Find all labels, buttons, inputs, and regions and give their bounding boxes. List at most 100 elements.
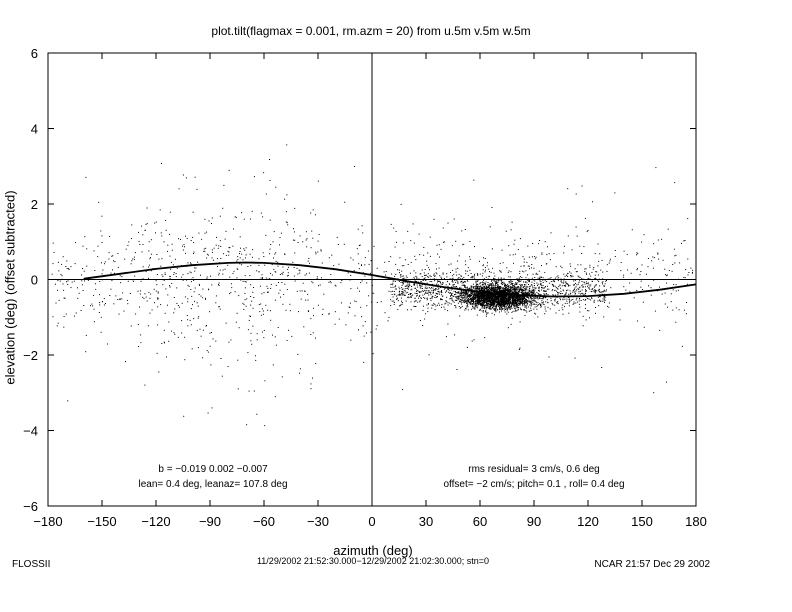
scatter-point bbox=[199, 284, 200, 286]
scatter-point bbox=[581, 253, 583, 254]
scatter-point bbox=[464, 229, 466, 230]
scatter-point bbox=[341, 302, 342, 304]
scatter-point bbox=[609, 258, 611, 260]
scatter-point bbox=[256, 339, 258, 341]
scatter-point bbox=[125, 248, 127, 250]
scatter-point bbox=[494, 301, 496, 303]
scatter-point bbox=[244, 257, 246, 259]
scatter-point bbox=[491, 291, 493, 293]
scatter-point bbox=[495, 282, 497, 284]
scatter-point bbox=[182, 174, 184, 176]
scatter-point bbox=[515, 287, 517, 289]
scatter-point bbox=[573, 284, 575, 286]
scatter-point bbox=[281, 272, 283, 274]
scatter-point bbox=[265, 193, 267, 195]
scatter-point bbox=[511, 292, 513, 294]
scatter-point bbox=[497, 281, 499, 283]
scatter-point bbox=[520, 299, 522, 301]
scatter-point bbox=[559, 284, 561, 286]
scatter-point bbox=[207, 351, 209, 353]
scatter-point bbox=[486, 291, 487, 292]
scatter-point bbox=[489, 306, 491, 308]
scatter-point bbox=[261, 308, 263, 310]
scatter-point bbox=[318, 234, 320, 235]
scatter-point bbox=[485, 286, 487, 288]
scatter-point bbox=[234, 291, 236, 293]
scatter-point bbox=[485, 281, 487, 283]
scatter-point bbox=[443, 241, 445, 243]
scatter-point bbox=[511, 284, 513, 285]
scatter-point bbox=[287, 275, 289, 277]
scatter-point bbox=[461, 292, 462, 294]
scatter-point bbox=[392, 284, 394, 286]
scatter-point bbox=[595, 307, 596, 308]
scatter-point bbox=[684, 277, 686, 279]
scatter-point bbox=[552, 280, 554, 282]
scatter-point bbox=[265, 234, 267, 236]
scatter-point bbox=[472, 301, 474, 303]
scatter-point bbox=[446, 300, 448, 302]
scatter-point bbox=[426, 260, 428, 262]
scatter-point bbox=[499, 295, 501, 297]
scatter-point bbox=[541, 276, 543, 278]
scatter-point bbox=[685, 269, 687, 271]
scatter-point bbox=[529, 291, 531, 293]
scatter-point bbox=[458, 273, 460, 275]
scatter-point bbox=[564, 298, 566, 300]
scatter-point bbox=[491, 312, 493, 314]
scatter-point bbox=[548, 288, 550, 290]
scatter-point bbox=[489, 299, 490, 301]
scatter-point bbox=[458, 298, 460, 300]
scatter-point bbox=[537, 277, 539, 279]
scatter-point bbox=[470, 303, 471, 305]
scatter-point bbox=[544, 313, 546, 315]
scatter-point bbox=[523, 292, 525, 294]
scatter-point bbox=[502, 303, 504, 305]
scatter-point bbox=[514, 307, 516, 309]
scatter-point bbox=[534, 291, 535, 293]
scatter-point bbox=[528, 298, 530, 300]
scatter-point bbox=[513, 243, 515, 245]
scatter-point bbox=[542, 277, 544, 279]
scatter-point bbox=[347, 312, 349, 314]
scatter-point bbox=[59, 280, 61, 282]
scatter-point bbox=[519, 276, 521, 278]
scatter-point bbox=[620, 262, 622, 263]
scatter-point bbox=[478, 296, 480, 298]
scatter-point bbox=[108, 258, 110, 260]
scatter-point bbox=[563, 285, 565, 286]
scatter-point bbox=[466, 291, 468, 293]
scatter-point bbox=[253, 297, 255, 298]
scatter-point bbox=[155, 290, 157, 292]
scatter-point bbox=[608, 306, 610, 308]
scatter-point bbox=[527, 293, 529, 295]
scatter-point bbox=[587, 285, 588, 287]
scatter-point bbox=[483, 257, 484, 259]
scatter-point bbox=[525, 305, 527, 307]
scatter-point bbox=[270, 283, 272, 285]
scatter-point bbox=[539, 290, 541, 292]
scatter-point bbox=[461, 281, 463, 282]
scatter-point bbox=[250, 284, 252, 286]
scatter-point bbox=[472, 300, 474, 302]
scatter-point bbox=[552, 289, 554, 291]
scatter-point bbox=[502, 291, 504, 293]
scatter-point bbox=[177, 305, 179, 306]
scatter-point bbox=[521, 302, 523, 304]
scatter-point bbox=[203, 250, 205, 252]
scatter-point bbox=[474, 297, 476, 299]
scatter-point bbox=[486, 290, 488, 292]
scatter-point bbox=[451, 300, 453, 301]
scatter-point bbox=[496, 299, 498, 301]
scatter-point bbox=[561, 293, 563, 294]
scatter-point bbox=[481, 289, 483, 291]
scatter-point bbox=[428, 276, 430, 278]
scatter-point bbox=[491, 279, 493, 281]
scatter-point bbox=[600, 291, 602, 293]
scatter-point bbox=[526, 296, 528, 298]
scatter-point bbox=[535, 256, 537, 258]
scatter-point bbox=[495, 300, 497, 301]
scatter-point bbox=[515, 301, 517, 303]
scatter-point bbox=[505, 308, 506, 310]
scatter-point bbox=[81, 280, 83, 282]
